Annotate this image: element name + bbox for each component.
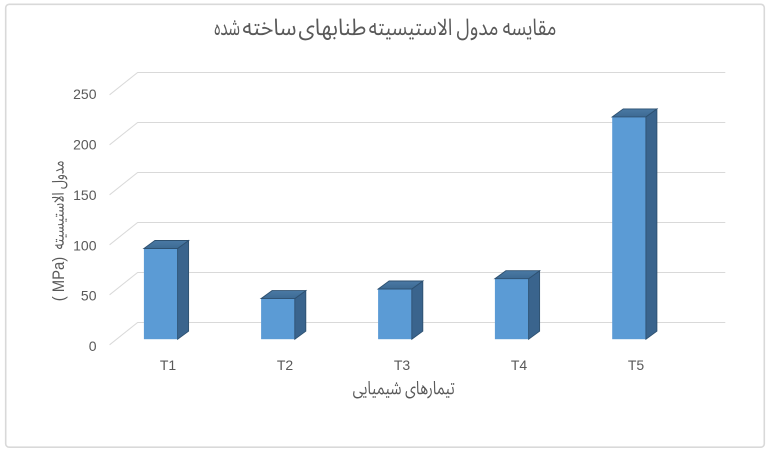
svg-text:100: 100 [73,237,97,253]
svg-text:T5: T5 [628,357,645,373]
svg-text:50: 50 [81,288,97,304]
svg-text:150: 150 [73,187,97,203]
svg-text:T1: T1 [160,357,177,373]
svg-text:200: 200 [73,137,97,153]
svg-text:T2: T2 [277,357,294,373]
svg-text:250: 250 [73,86,97,102]
svg-text:( MPa): ( MPa) [49,257,68,302]
svg-text:T4: T4 [511,357,528,373]
svg-text:T3: T3 [394,357,411,373]
svg-text:0: 0 [89,338,97,354]
